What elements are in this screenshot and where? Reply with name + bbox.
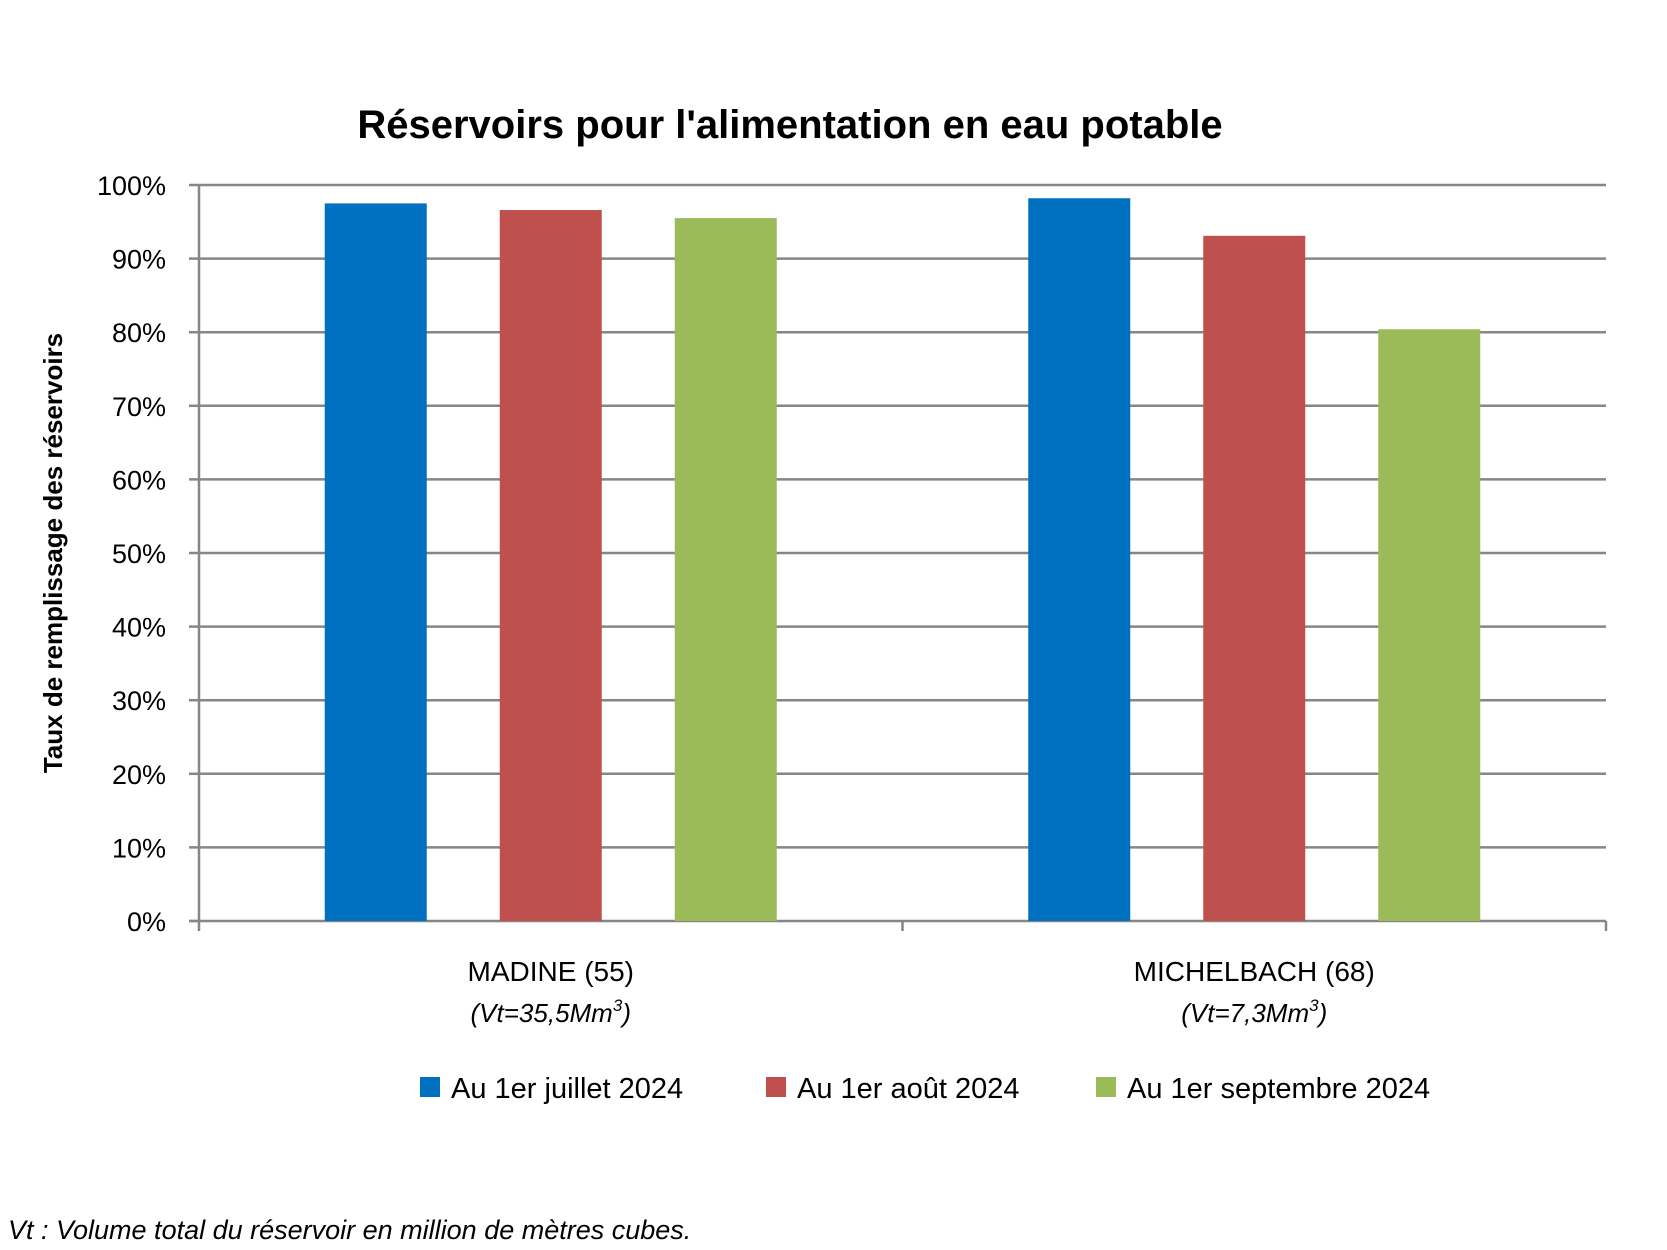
y-tick-label: 30% bbox=[112, 686, 166, 716]
category-sublabel: (Vt=7,3Mm3) bbox=[1181, 996, 1327, 1028]
y-tick-label: 80% bbox=[112, 318, 166, 348]
category-label: MADINE (55) bbox=[468, 956, 634, 987]
bar bbox=[1028, 198, 1131, 922]
bar bbox=[499, 210, 602, 922]
legend-item: Au 1er août 2024 bbox=[766, 1073, 1020, 1105]
chart-title: Réservoirs pour l'alimentation en eau po… bbox=[357, 103, 1222, 147]
legend-label: Au 1er juillet 2024 bbox=[451, 1073, 683, 1105]
y-tick-label: 40% bbox=[112, 613, 166, 643]
legend-swatch bbox=[420, 1077, 440, 1097]
category-label: MICHELBACH (68) bbox=[1134, 956, 1375, 987]
y-tick-label: 70% bbox=[112, 392, 166, 422]
gridlines bbox=[199, 183, 1606, 849]
legend: Au 1er juillet 2024 Au 1er août 2024 Au 1e… bbox=[420, 1073, 1430, 1105]
y-tick-label: 50% bbox=[112, 539, 166, 569]
bar bbox=[1378, 329, 1481, 922]
footnote: Vt : Volume total du réservoir en millio… bbox=[8, 1215, 692, 1245]
legend-swatch bbox=[766, 1077, 786, 1097]
bar bbox=[1203, 235, 1306, 921]
y-tick-label: 10% bbox=[112, 833, 166, 863]
y-axis-label: Taux de remplissage des réservoirs bbox=[38, 333, 68, 773]
y-tick-label: 90% bbox=[112, 245, 166, 275]
bar bbox=[674, 218, 777, 921]
category-labels: MADINE (55) (Vt=35,5Mm3) MICHELBACH (68) (V… bbox=[468, 956, 1375, 1028]
legend-item: Au 1er septembre 2024 bbox=[1096, 1073, 1430, 1105]
y-tick-label: 20% bbox=[112, 760, 166, 790]
category-sublabel: (Vt=35,5Mm3) bbox=[471, 996, 631, 1028]
legend-swatch bbox=[1096, 1077, 1116, 1097]
legend-item: Au 1er juillet 2024 bbox=[420, 1073, 683, 1105]
legend-label: Au 1er août 2024 bbox=[797, 1073, 1020, 1105]
y-tick-label: 60% bbox=[112, 465, 166, 495]
bar bbox=[324, 203, 427, 921]
legend-label: Au 1er septembre 2024 bbox=[1127, 1073, 1430, 1105]
bars bbox=[324, 198, 1481, 922]
axes bbox=[189, 183, 1608, 931]
y-tick-label: 100% bbox=[97, 171, 166, 201]
y-tick-labels: 0% 10% 20% 30% 40% 50% 60% 70% 80% 90% 100% bbox=[97, 171, 166, 937]
y-tick-label: 0% bbox=[127, 907, 166, 937]
